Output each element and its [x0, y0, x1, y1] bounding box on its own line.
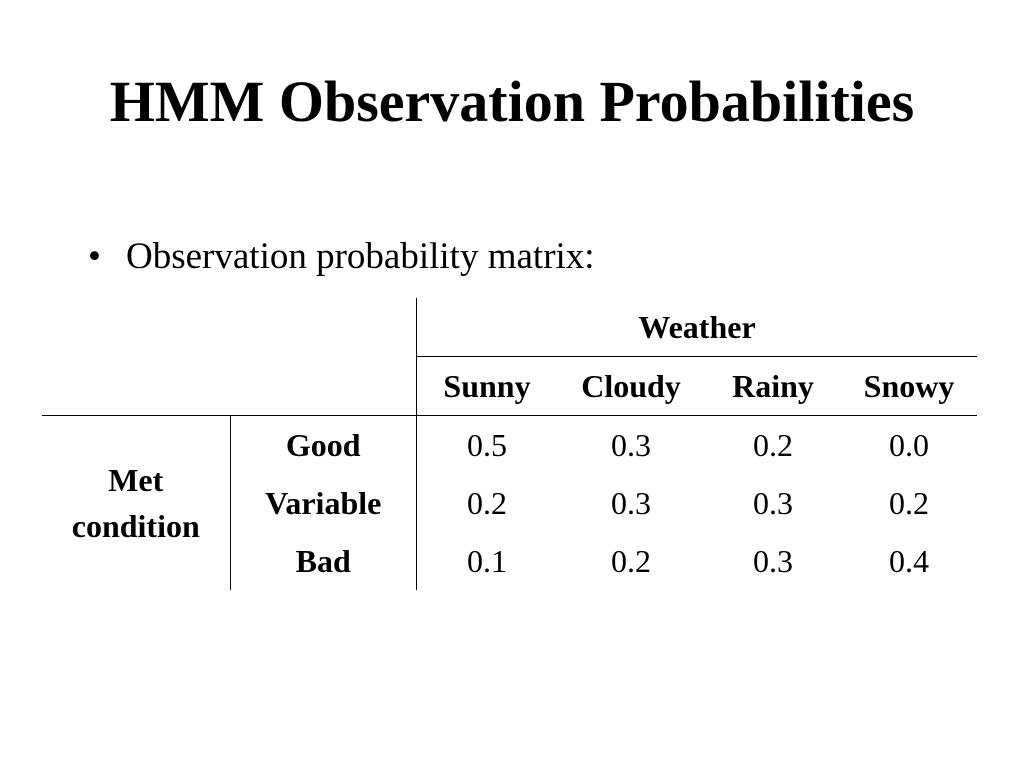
observation-probability-table: Weather Sunny Cloudy Rainy Snowy Met con… [42, 298, 977, 590]
table-cell: 0.3 [753, 484, 793, 521]
row-group-header: Met condition [42, 415, 231, 590]
column-header-rainy: Rainy [705, 356, 841, 416]
bullet-item: • Observation probability matrix: [88, 232, 595, 282]
table-header-row-columns: Sunny Cloudy Rainy Snowy [42, 356, 977, 416]
table-cell: 0.2 [889, 484, 929, 521]
table-cell: 0.3 [753, 542, 793, 579]
row-header-bad: Bad [230, 532, 417, 590]
table-cell: 0.5 [416, 415, 557, 474]
table-cell: 0.3 [611, 484, 651, 521]
row-header-variable: Variable [230, 474, 417, 532]
column-header-snowy: Snowy [841, 356, 977, 416]
empty-header-cell [42, 357, 230, 416]
table-cell: 0.4 [889, 542, 929, 579]
slide-title: HMM Observation Probabilities [109, 69, 915, 134]
row-group-label-line2: condition [71, 508, 200, 544]
table-cell: 0.2 [705, 415, 841, 474]
empty-header-cell [230, 356, 417, 416]
bullet-icon: • [88, 236, 101, 277]
table-cell: 0.1 [467, 542, 507, 579]
empty-header-cell [230, 298, 417, 357]
table-header-row-group: Weather [42, 298, 977, 357]
row-group-label-line1: Met [108, 462, 164, 498]
column-header-sunny: Sunny [416, 356, 557, 416]
empty-header-cell [42, 298, 230, 357]
table-cell: 0.0 [841, 415, 977, 474]
table-cell: 0.2 [467, 484, 507, 521]
table-cell: 0.2 [611, 542, 651, 579]
row-header-good: Good [230, 415, 417, 474]
column-header-cloudy: Cloudy [557, 356, 705, 416]
table-row: Bad 0.1 0.2 0.3 0.4 [42, 532, 977, 590]
table-row: Met condition Good 0.5 0.3 0.2 0.0 [42, 415, 977, 590]
column-group-header: Weather [638, 308, 756, 345]
table-row: Variable 0.2 0.3 0.3 0.2 [42, 474, 977, 532]
bullet-text: Observation probability matrix: [126, 236, 595, 277]
table-cell: 0.3 [557, 415, 705, 474]
